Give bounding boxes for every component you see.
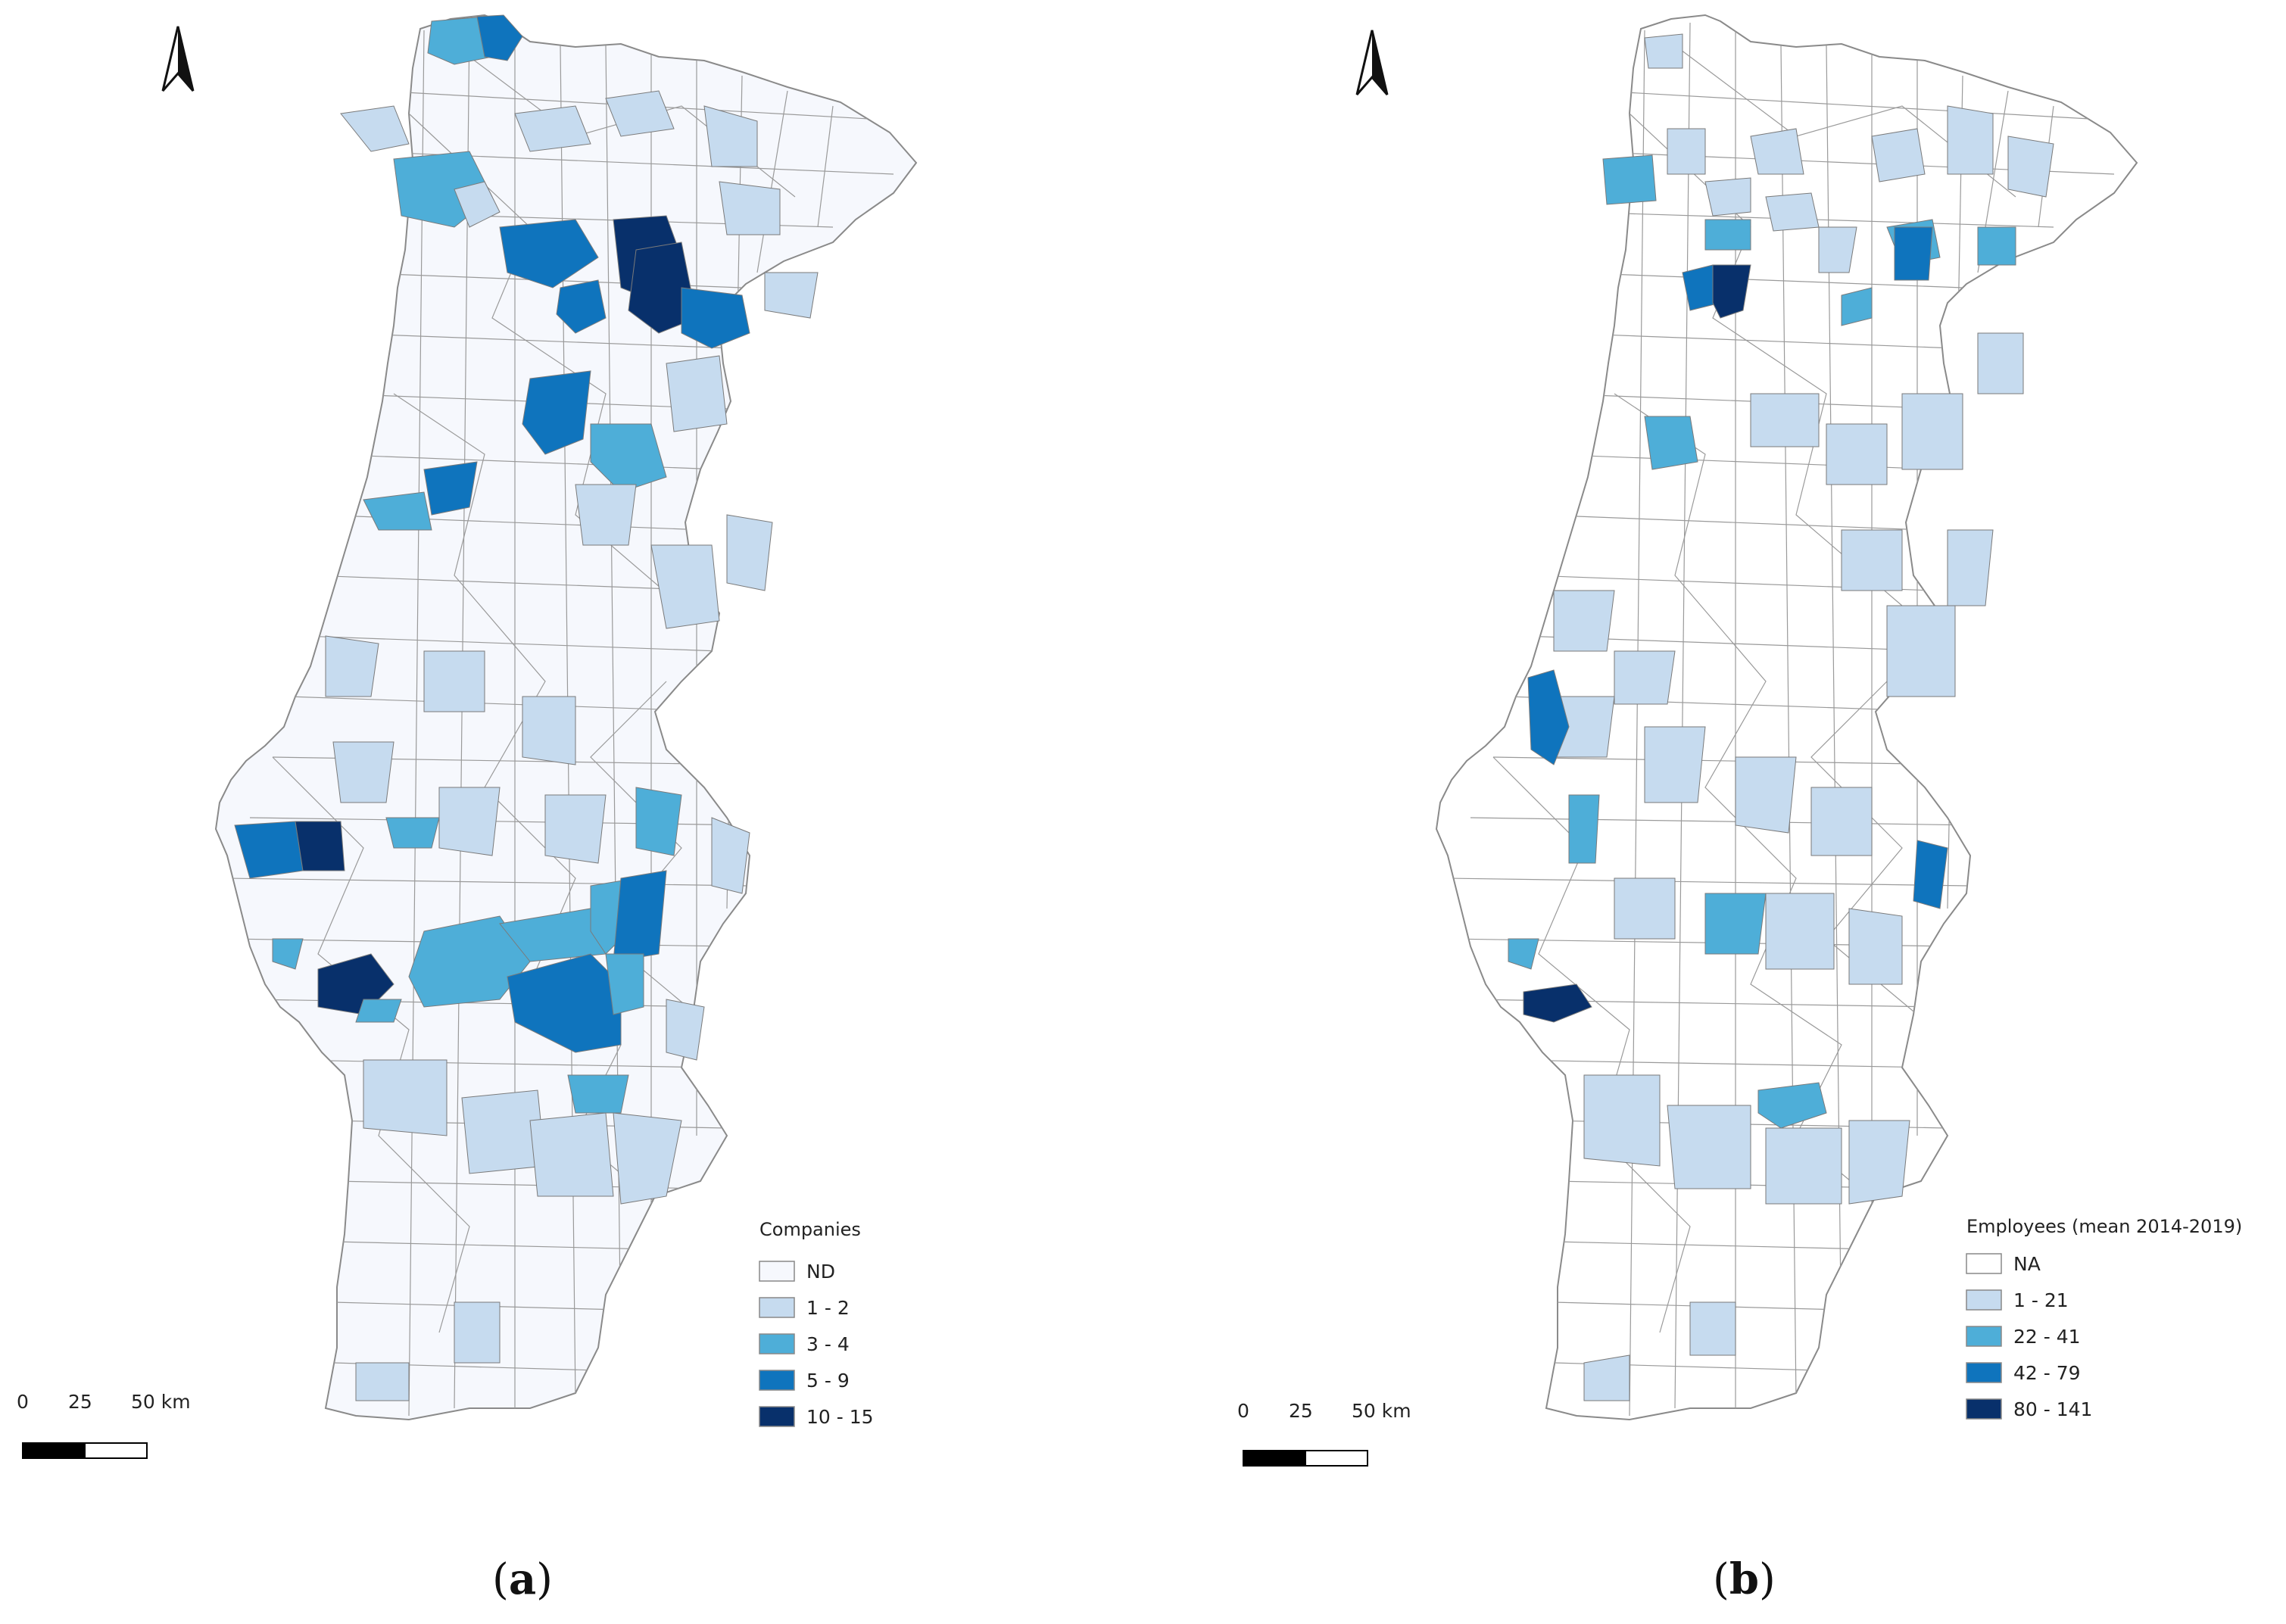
legend-item-22-41: 22 - 41	[1966, 1326, 2081, 1348]
scale-label-50: 50 km	[131, 1391, 191, 1413]
legend-item-80-141: 80 - 141	[1966, 1398, 2092, 1420]
legend-item-42-79: 42 - 79	[1966, 1362, 2081, 1384]
scale-label-0: 0	[1237, 1400, 1249, 1422]
legend-label: 80 - 141	[2013, 1398, 2092, 1420]
legend-label: ND	[806, 1261, 835, 1283]
legend-title-a: Companies	[759, 1219, 861, 1240]
scale-bar-b: 0 25 50 km	[1237, 1400, 1411, 1467]
legend-item-1-2: 1 - 2	[759, 1297, 850, 1319]
legend-item-10-15: 10 - 15	[759, 1406, 874, 1428]
north-arrow-icon	[1355, 30, 1389, 95]
legend-label: 3 - 4	[806, 1333, 850, 1355]
map-panel-a: Companies ND 1 - 2 3 - 4 5 - 9 10 - 15	[17, 14, 917, 1604]
legend-a: Companies ND 1 - 2 3 - 4 5 - 9 10 - 15	[759, 1219, 874, 1428]
legend-label: 1 - 2	[806, 1297, 850, 1319]
scale-label-25: 25	[68, 1391, 92, 1413]
map-panel-b: Employees (mean 2014-2019) NA 1 - 21 22 …	[1237, 14, 2242, 1604]
choropleth-regions-a	[234, 14, 819, 1401]
panel-label-b: (b)	[1713, 1554, 1776, 1604]
legend-item-na: NA	[1966, 1253, 2041, 1275]
legend-label: 10 - 15	[806, 1406, 874, 1428]
choropleth-regions-b	[1508, 33, 2054, 1401]
legend-b: Employees (mean 2014-2019) NA 1 - 21 22 …	[1966, 1216, 2242, 1420]
legend-item-nd: ND	[759, 1261, 835, 1283]
legend-label: 42 - 79	[2013, 1362, 2081, 1384]
legend-item-3-4: 3 - 4	[759, 1333, 850, 1355]
legend-label: 1 - 21	[2013, 1289, 2069, 1311]
scale-bar-a: 0 25 50 km	[17, 1391, 191, 1459]
legend-item-5-9: 5 - 9	[759, 1370, 850, 1392]
scale-label-50: 50 km	[1352, 1400, 1411, 1422]
scale-label-0: 0	[17, 1391, 29, 1413]
north-arrow-icon	[161, 26, 195, 92]
legend-label: NA	[2013, 1253, 2041, 1275]
legend-title-b: Employees (mean 2014-2019)	[1966, 1216, 2242, 1237]
scale-label-25: 25	[1289, 1400, 1313, 1422]
legend-label: 22 - 41	[2013, 1326, 2081, 1348]
panel-label-a: (a)	[492, 1554, 553, 1604]
legend-label: 5 - 9	[806, 1370, 850, 1392]
legend-item-1-21: 1 - 21	[1966, 1289, 2069, 1311]
